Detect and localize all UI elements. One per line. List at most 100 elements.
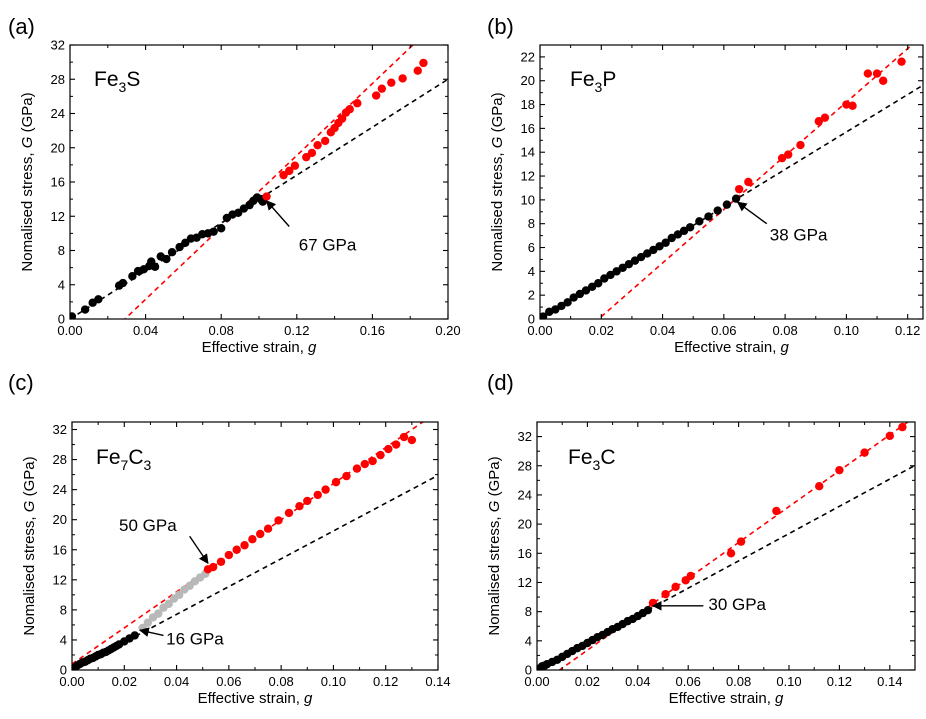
data-point — [130, 631, 139, 640]
x-tick-label: 0.20 — [435, 323, 460, 338]
y-tick-label: 24 — [51, 106, 65, 121]
data-point — [772, 506, 781, 516]
data-point — [671, 582, 680, 592]
x-tick-label: 0.10 — [776, 674, 801, 689]
y-tick-label: 0 — [528, 312, 535, 327]
y-tick-label: 4 — [528, 264, 535, 279]
x-tick-label: 0.08 — [726, 674, 751, 689]
y-tick-label: 4 — [525, 633, 532, 648]
data-point — [600, 274, 609, 283]
x-tick-label: 0.16 — [360, 323, 385, 338]
data-point — [612, 267, 621, 276]
data-point — [407, 435, 417, 445]
y-tick-label: 12 — [521, 169, 535, 184]
data-point — [377, 84, 387, 93]
data-point — [594, 279, 603, 288]
y-tick-label: 20 — [521, 73, 535, 88]
data-point — [777, 153, 787, 163]
y-tick-label: 2 — [528, 288, 535, 303]
y-tick-label: 10 — [521, 192, 535, 207]
panel-label: (c) — [8, 370, 34, 395]
plot-frame — [536, 421, 916, 671]
data-point — [815, 481, 824, 491]
data-point — [167, 248, 177, 257]
data-point — [313, 490, 322, 500]
chart-panel-1: (a) 0.00 0.04 0.08 0.12 0.16 0.20 0 4 8 12 16 20 24 28… — [8, 14, 461, 356]
data-point — [118, 278, 128, 288]
x-tick-label: 0.06 — [711, 323, 736, 338]
data-point — [371, 91, 381, 100]
x-tick-label: 0.04 — [650, 323, 675, 338]
data-point — [744, 177, 753, 187]
data-point — [636, 252, 646, 262]
x-tick-label: 0.14 — [877, 674, 902, 689]
data-point — [80, 305, 90, 314]
fit-line-2 — [597, 45, 913, 319]
data-point — [174, 590, 184, 600]
data-point — [575, 289, 585, 299]
y-tick-label: 20 — [51, 140, 65, 155]
y-tick-label: 0 — [58, 312, 65, 327]
y-tick-label: 32 — [518, 429, 532, 444]
data-point — [352, 464, 362, 473]
y-tick-label: 12 — [53, 572, 67, 587]
data-point — [649, 245, 658, 255]
data-point — [387, 78, 396, 87]
data-point — [783, 150, 793, 159]
panel-label: (d) — [487, 370, 514, 395]
y-tick-label: 0 — [60, 663, 67, 678]
x-tick-label: 0.08 — [209, 323, 234, 338]
chart-panel-2: (b) 0.00 0.02 0.04 0.06 0.08 0.10 0.12 0 2 4 6 8 10 12… — [487, 14, 924, 356]
data-point — [331, 477, 341, 487]
x-tick-label: 0.08 — [772, 323, 797, 338]
x-tick-label: 0.04 — [625, 674, 650, 689]
x-tick-label: 0.14 — [425, 674, 450, 689]
y-tick-label: 12 — [518, 575, 532, 590]
data-point — [337, 114, 347, 123]
data-point — [262, 192, 271, 201]
y-tick-label: 16 — [53, 542, 67, 557]
data-point — [295, 501, 304, 511]
data-point — [872, 69, 882, 78]
data-point — [587, 282, 597, 292]
data-point — [303, 496, 312, 506]
data-point — [630, 256, 640, 265]
data-point — [673, 230, 683, 239]
data-point — [848, 101, 857, 110]
x-tick-label: 0.12 — [895, 323, 920, 338]
x-tick-label: 0.00 — [524, 674, 549, 689]
data-point — [209, 227, 218, 236]
x-tick-label: 0.10 — [834, 323, 859, 338]
y-tick-label: 4 — [58, 277, 65, 292]
data-point — [94, 295, 103, 304]
data-point — [164, 599, 173, 609]
y-tick-label: 20 — [518, 517, 532, 532]
y-tick-label: 16 — [518, 546, 532, 561]
y-tick-label: 4 — [60, 632, 67, 647]
x-tick-label: 0.02 — [112, 674, 137, 689]
x-tick-label: 0.02 — [589, 323, 614, 338]
data-point — [413, 66, 422, 75]
y-tick-label: 0 — [525, 663, 532, 678]
annotation-arrow — [265, 200, 290, 227]
data-point — [898, 422, 907, 432]
data-point — [726, 549, 736, 558]
data-point — [661, 589, 670, 599]
y-tick-label: 12 — [51, 209, 65, 224]
data-point — [150, 262, 160, 271]
x-tick-label: 0.12 — [284, 323, 309, 338]
data-point — [734, 184, 744, 194]
y-tick-label: 8 — [58, 243, 65, 258]
data-point — [128, 271, 137, 281]
transition-pressure-label: 16 GPa — [166, 629, 224, 648]
data-point — [540, 312, 548, 319]
data-point — [643, 249, 652, 258]
data-point — [704, 212, 713, 221]
data-point — [342, 471, 351, 481]
data-point — [143, 618, 153, 627]
data-point — [240, 541, 249, 550]
data-point — [557, 301, 566, 311]
y-axis-label: Nomalised stress, G (GPa) — [486, 456, 503, 635]
compound-formula: Fe3P — [570, 68, 616, 95]
data-point — [835, 465, 844, 475]
